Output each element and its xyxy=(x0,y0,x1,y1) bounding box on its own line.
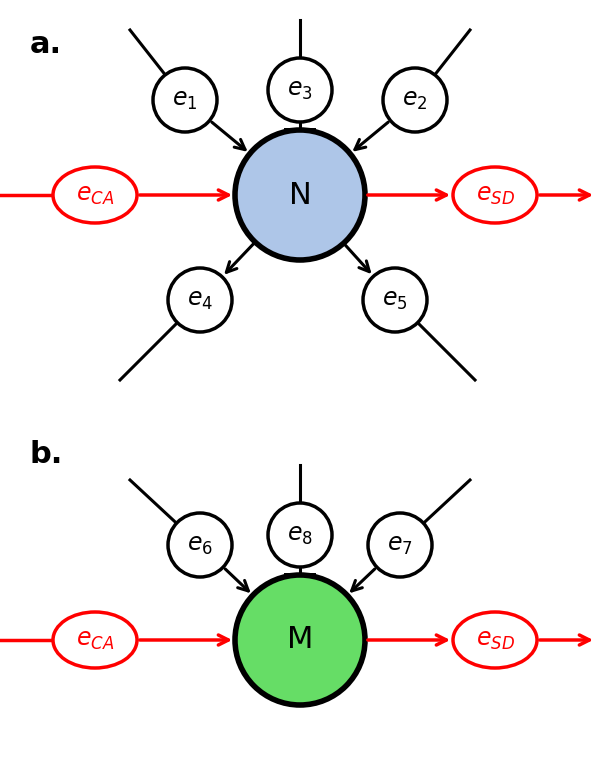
Circle shape xyxy=(268,58,332,122)
Text: $e_{2}$: $e_{2}$ xyxy=(402,88,428,112)
Circle shape xyxy=(168,513,232,577)
Text: N: N xyxy=(288,181,311,210)
Ellipse shape xyxy=(53,612,137,668)
Text: $e_{7}$: $e_{7}$ xyxy=(387,533,413,557)
Text: $e_{5}$: $e_{5}$ xyxy=(382,288,407,312)
Text: $e_{CA}$: $e_{CA}$ xyxy=(76,628,114,652)
Text: $e_{6}$: $e_{6}$ xyxy=(187,533,213,557)
Text: $e_{4}$: $e_{4}$ xyxy=(187,288,213,312)
Circle shape xyxy=(368,513,432,577)
Text: $e_{3}$: $e_{3}$ xyxy=(287,78,313,102)
Text: M: M xyxy=(287,626,313,655)
Ellipse shape xyxy=(453,167,537,223)
Circle shape xyxy=(268,503,332,567)
Ellipse shape xyxy=(453,612,537,668)
Text: $e_{SD}$: $e_{SD}$ xyxy=(475,183,514,207)
Circle shape xyxy=(235,575,365,705)
Text: $e_{SD}$: $e_{SD}$ xyxy=(475,628,514,652)
Text: a.: a. xyxy=(30,30,62,59)
Ellipse shape xyxy=(53,167,137,223)
Circle shape xyxy=(383,68,447,132)
Circle shape xyxy=(168,268,232,332)
Circle shape xyxy=(235,130,365,260)
Text: $e_{CA}$: $e_{CA}$ xyxy=(76,183,114,207)
Circle shape xyxy=(363,268,427,332)
Text: $e_{8}$: $e_{8}$ xyxy=(287,523,313,547)
Text: $e_{1}$: $e_{1}$ xyxy=(172,88,198,112)
Text: b.: b. xyxy=(30,440,63,469)
Circle shape xyxy=(153,68,217,132)
